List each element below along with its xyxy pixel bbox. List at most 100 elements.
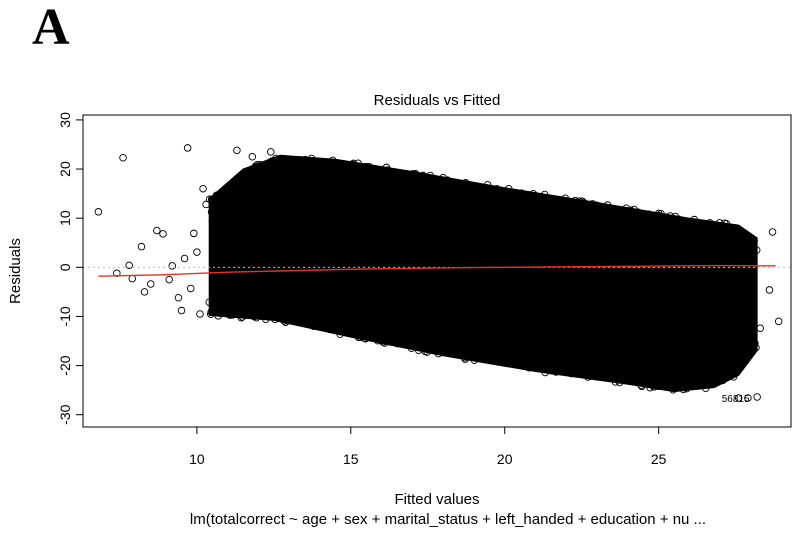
data-point (414, 346, 423, 355)
data-point (680, 378, 688, 387)
data-point (517, 189, 526, 197)
data-point (689, 218, 698, 227)
data-point (615, 210, 623, 218)
data-point (174, 294, 183, 302)
data-point (146, 280, 155, 288)
data-point (674, 222, 683, 230)
data-point (365, 162, 374, 171)
data-point (544, 354, 553, 362)
data-point (579, 198, 588, 207)
data-point (579, 360, 588, 368)
data-point (479, 350, 488, 358)
data-point (309, 322, 318, 330)
data-point (738, 233, 747, 242)
data-point (576, 365, 584, 374)
data-point (594, 362, 603, 370)
data-point (552, 368, 560, 376)
data-point (319, 168, 328, 176)
data-point (228, 311, 237, 319)
data-point (626, 214, 634, 223)
data-point (348, 163, 357, 171)
data-point (423, 179, 431, 187)
data-point (492, 351, 501, 359)
data-point (266, 158, 274, 167)
data-point (646, 383, 654, 392)
data-point (478, 349, 487, 358)
data-point (484, 354, 492, 362)
data-point (327, 164, 336, 173)
data-point (750, 339, 759, 347)
data-point (703, 380, 711, 388)
data-point (232, 306, 241, 315)
data-point (602, 215, 611, 224)
data-point (469, 341, 477, 350)
data-point (658, 370, 667, 378)
y-tick-label: 20 (57, 161, 73, 177)
data-point (631, 369, 640, 378)
y-tick-label: 30 (57, 112, 73, 128)
panel-letter: A (32, 0, 70, 56)
data-point (654, 209, 663, 218)
data-point (207, 308, 215, 316)
data-point (615, 378, 624, 387)
data-point (467, 346, 476, 354)
data-point (434, 339, 443, 348)
data-point (379, 331, 388, 340)
data-point (513, 359, 521, 367)
smoother-line (98, 264, 776, 277)
data-point (207, 195, 216, 203)
data-point (571, 208, 580, 216)
data-point (202, 200, 210, 209)
data-point (588, 200, 597, 208)
data-point (461, 179, 470, 187)
data-point (508, 354, 517, 363)
data-point (300, 318, 308, 327)
data-point (543, 364, 552, 372)
data-point (293, 314, 301, 323)
data-point (657, 213, 665, 221)
data-point (571, 196, 579, 205)
data-point (427, 184, 436, 193)
data-point (723, 227, 731, 235)
data-point (225, 310, 233, 319)
data-point (712, 229, 720, 237)
data-point (563, 208, 571, 216)
outlier-label: 56815 (722, 394, 750, 405)
data-point (620, 365, 629, 374)
data-point (307, 154, 316, 163)
data-point (756, 324, 764, 332)
data-point (183, 144, 192, 152)
data-point (418, 173, 427, 181)
data-point (382, 163, 391, 172)
data-point (360, 171, 368, 179)
data-point (741, 338, 749, 346)
data-point (431, 178, 439, 187)
data-point (267, 148, 275, 156)
data-point (523, 359, 531, 368)
data-point (137, 242, 146, 251)
data-point (643, 222, 651, 231)
data-point (233, 146, 241, 155)
data-point (728, 228, 736, 237)
data-point (284, 159, 293, 168)
data-point (616, 208, 625, 216)
data-point (210, 201, 218, 210)
data-point (401, 336, 410, 345)
data-point (743, 349, 752, 357)
data-point (538, 204, 547, 213)
data-point (717, 365, 726, 374)
data-point (603, 201, 612, 209)
data-point (409, 341, 417, 350)
data-point (345, 320, 354, 328)
data-point (237, 180, 245, 188)
data-point (567, 369, 576, 378)
data-point (441, 343, 449, 352)
data-point (591, 369, 600, 378)
data-point (207, 208, 216, 216)
data-point (357, 331, 365, 340)
data-point (228, 179, 237, 187)
data-point (408, 175, 417, 184)
y-axis: -30 -20 -10 0 10 20 30 (57, 112, 84, 425)
data-point (489, 190, 498, 198)
